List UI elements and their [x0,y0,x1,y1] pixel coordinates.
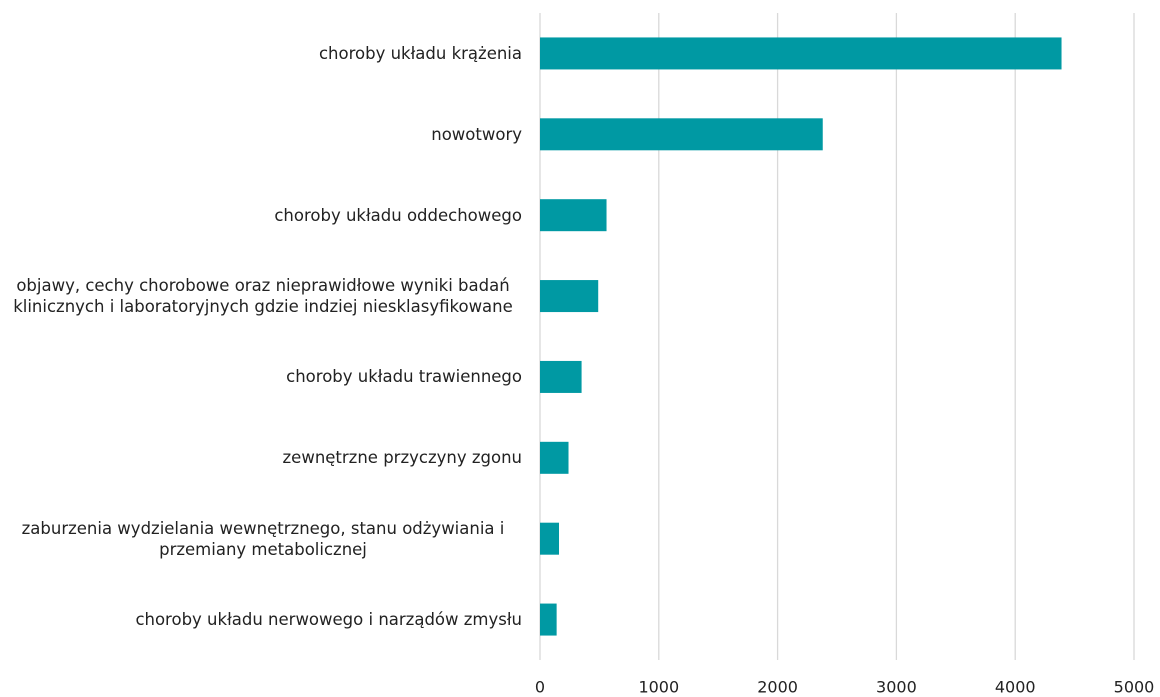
x-tick-label: 1000 [638,678,679,697]
x-tick-label: 0 [535,678,545,697]
y-tick-label: zewnętrzne przyczyny zgonu [282,448,522,468]
y-tick-label: objawy, cechy chorobowe oraz nieprawidło… [13,276,513,317]
category-label-box: choroby układu trawiennego [4,337,522,417]
bar [540,199,607,232]
category-label-box: nowotwory [4,94,522,174]
category-label-box: objawy, cechy chorobowe oraz nieprawidło… [4,256,522,336]
bar [540,522,560,555]
x-tick-label: 3000 [876,678,917,697]
y-tick-label: choroby układu oddechowego [274,205,522,225]
category-label-box: zewnętrzne przyczyny zgonu [4,418,522,498]
x-tick-label: 4000 [995,678,1036,697]
bar [540,118,823,151]
y-tick-label: choroby układu trawiennego [286,367,522,387]
y-tick-label: choroby układu krążenia [318,43,522,63]
y-tick-label: zaburzenia wydzielania wewnętrznego, sta… [21,518,505,559]
category-label-box: choroby układu nerwowego i narządów zmys… [4,580,522,660]
x-tick-label: 2000 [757,678,798,697]
category-label-box: choroby układu oddechowego [4,175,522,255]
y-tick-label: choroby układu nerwowego i narządów zmys… [135,610,522,630]
x-tick-label: 5000 [1114,678,1155,697]
bar [540,37,1062,70]
y-tick-label: nowotwory [431,124,522,144]
bar [540,441,569,474]
bar [540,603,557,636]
bar [540,280,599,313]
category-label-box: choroby układu krążenia [4,13,522,93]
bar [540,360,582,393]
category-label-box: zaburzenia wydzielania wewnętrznego, sta… [4,499,522,579]
